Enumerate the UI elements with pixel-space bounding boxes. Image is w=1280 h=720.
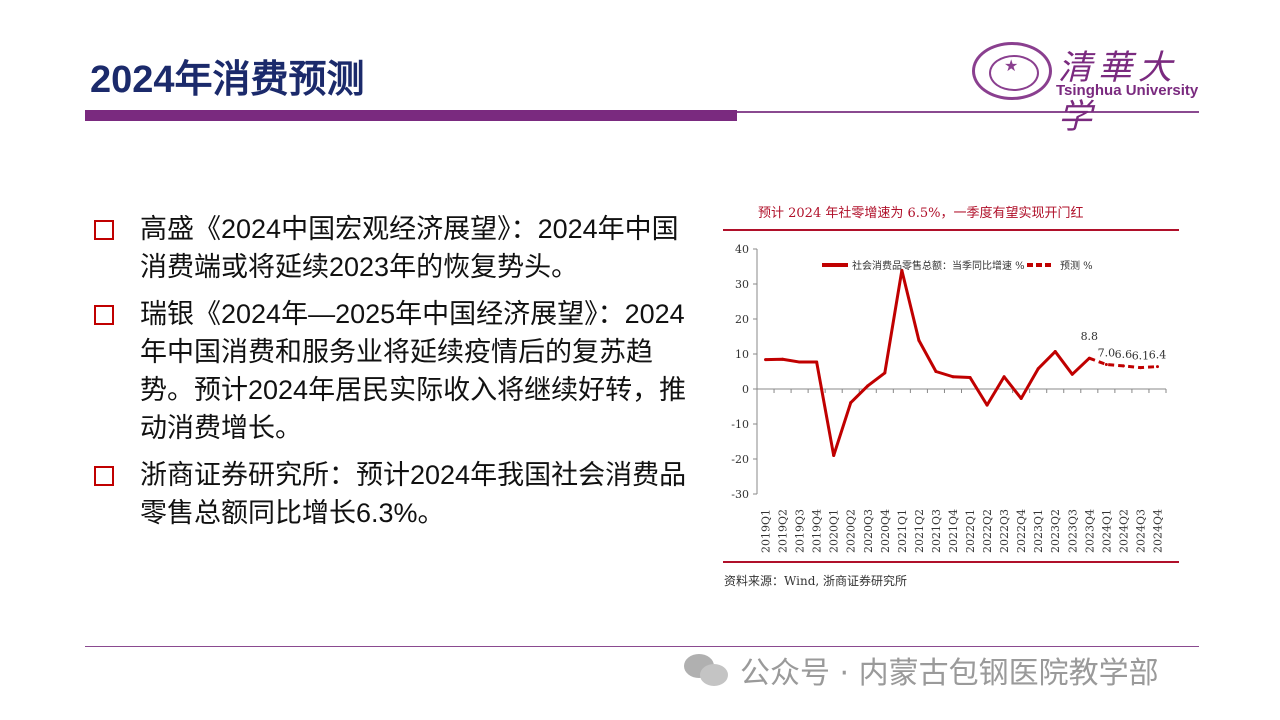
data-point [832, 454, 836, 457]
x-tick-label: 2024Q3 [1134, 509, 1147, 553]
x-tick-label: 2023Q2 [1049, 509, 1062, 553]
data-label: 6.1 [1132, 350, 1150, 363]
header-divider-thin [737, 111, 1199, 113]
x-tick-label: 2022Q4 [1015, 509, 1028, 553]
y-tick-label: -10 [731, 418, 749, 431]
y-tick-label: -30 [731, 488, 749, 501]
series-line-0 [765, 268, 1091, 457]
university-seal-icon [972, 42, 1052, 100]
x-tick-label: 2021Q4 [947, 509, 960, 553]
data-point [1104, 363, 1108, 366]
data-point [883, 371, 887, 375]
data-point [1070, 372, 1074, 376]
data-label: 6.6 [1115, 348, 1133, 361]
data-point [1036, 367, 1040, 371]
chart-title: 预计 2024 年社零增速为 6.5%，一季度有望实现开门红 [758, 206, 1084, 221]
bullet-text: 浙商证券研究所：预计2024年我国社会消费品零售总额同比增长6.3%。 [140, 460, 687, 528]
x-tick-label: 2020Q2 [845, 509, 858, 553]
data-point [1002, 375, 1006, 379]
x-tick-label: 2019Q2 [777, 509, 790, 553]
data-point [951, 375, 955, 379]
watermark: 公众号 · 内蒙古包钢医院教学部 [684, 648, 1159, 692]
bullet-square-icon [94, 305, 114, 325]
tsinghua-logo: ★ 清華大学 Tsinghua University [970, 40, 1210, 137]
x-tick-label: 2024Q4 [1151, 509, 1164, 553]
y-tick-label: 10 [735, 348, 749, 361]
data-point [815, 360, 819, 364]
y-tick-label: 40 [735, 243, 749, 256]
data-point [866, 384, 870, 388]
data-point [849, 401, 853, 405]
x-tick-label: 2023Q4 [1083, 509, 1096, 553]
x-tick-label: 2022Q2 [981, 509, 994, 553]
page-title: 2024年消费预测 [90, 59, 365, 101]
header-divider-thick [85, 110, 737, 121]
data-point [917, 338, 921, 342]
x-tick-label: 2021Q1 [896, 509, 909, 553]
x-tick-label: 2022Q3 [998, 509, 1011, 553]
bullet-text: 瑞银《2024年—2025年中国经济展望》：2024年中国消费和服务业将延续疫情… [140, 299, 687, 443]
data-label: 7.0 [1098, 347, 1116, 360]
data-point [1053, 350, 1057, 354]
data-point [764, 358, 768, 362]
wechat-icon [684, 652, 730, 688]
data-point [798, 360, 802, 364]
data-label: 6.4 [1149, 349, 1167, 362]
data-point [900, 268, 904, 272]
x-tick-label: 2020Q3 [862, 509, 875, 553]
x-tick-label: 2019Q3 [794, 509, 807, 553]
star-icon: ★ [1004, 56, 1019, 75]
bullet-square-icon [94, 220, 114, 240]
data-point [781, 357, 785, 361]
logo-chinese-name: 清華大学 [1058, 48, 1178, 137]
bullet-item: 瑞银《2024年—2025年中国经济展望》：2024年中国消费和服务业将延续疫情… [92, 295, 702, 447]
y-tick-label: 0 [742, 383, 749, 396]
data-point [1087, 356, 1091, 360]
chart-top-rule [723, 229, 1179, 231]
x-tick-label: 2023Q1 [1032, 509, 1045, 553]
x-tick-label: 2020Q1 [828, 509, 841, 553]
x-tick-label: 2021Q2 [913, 509, 926, 553]
data-point [1138, 366, 1142, 370]
data-point [985, 403, 989, 407]
data-point [1019, 396, 1023, 400]
legend-label: 社会消费品零售总额：当季同比增速 % [852, 259, 1025, 272]
chart-source: 资料来源：Wind, 浙商证券研究所 [724, 574, 908, 588]
chart-bottom-rule [723, 561, 1179, 563]
bullet-item: 浙商证券研究所：预计2024年我国社会消费品零售总额同比增长6.3%。 [92, 456, 702, 532]
data-point [1155, 365, 1159, 369]
watermark-text: 公众号 · 内蒙古包钢医院教学部 [740, 656, 1159, 691]
bullet-list: 高盛《2024中国宏观经济展望》：2024年中国消费端或将延续2023年的恢复势… [92, 210, 702, 541]
x-tick-label: 2024Q1 [1100, 509, 1113, 553]
x-tick-label: 2020Q4 [879, 509, 892, 553]
x-tick-label: 2022Q1 [964, 509, 977, 553]
y-tick-label: 30 [735, 278, 749, 291]
bullet-text: 高盛《2024中国宏观经济展望》：2024年中国消费端或将延续2023年的恢复势… [140, 214, 679, 282]
data-point [1121, 364, 1125, 368]
data-label: 8.8 [1081, 330, 1099, 343]
footer-divider [85, 646, 1199, 647]
x-tick-label: 2019Q4 [811, 509, 824, 553]
y-tick-label: 20 [735, 313, 749, 326]
y-tick-label: -20 [731, 453, 749, 466]
x-tick-label: 2021Q3 [930, 509, 943, 553]
legend-label: 预测 % [1060, 259, 1093, 272]
x-tick-label: 2024Q2 [1117, 509, 1130, 553]
x-tick-label: 2023Q3 [1066, 509, 1079, 553]
bullet-square-icon [94, 466, 114, 486]
bullet-item: 高盛《2024中国宏观经济展望》：2024年中国消费端或将延续2023年的恢复势… [92, 210, 702, 286]
data-point [934, 370, 938, 373]
data-point [968, 375, 972, 379]
x-tick-label: 2019Q1 [760, 509, 773, 553]
logo-english-name: Tsinghua University [1056, 82, 1199, 99]
